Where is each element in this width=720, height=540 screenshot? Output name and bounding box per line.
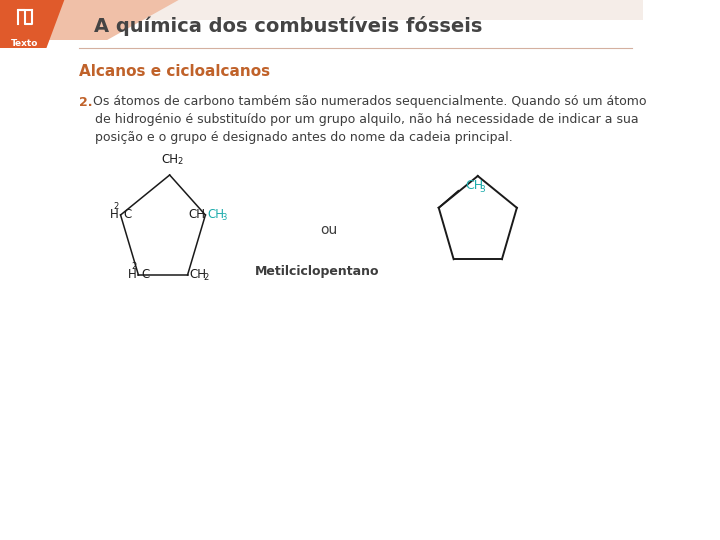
Text: Os átomos de carbono também são numerados sequencialmente. Quando só um átomo: Os átomos de carbono também são numerado… [89, 96, 647, 109]
Text: 2: 2 [178, 157, 183, 166]
Text: CH: CH [161, 153, 178, 166]
Text: 3: 3 [479, 185, 485, 194]
Text: CH: CH [189, 208, 205, 221]
Polygon shape [0, 0, 643, 20]
Polygon shape [0, 0, 64, 48]
Text: de hidrogénio é substituído por um grupo alquilo, não há necessidade de indicar : de hidrogénio é substituído por um grupo… [94, 113, 639, 126]
Text: C: C [141, 268, 149, 281]
Text: ou: ou [320, 223, 337, 237]
Text: Texto: Texto [12, 39, 39, 49]
Text: posição e o grupo é designado antes do nome da cadeia principal.: posição e o grupo é designado antes do n… [94, 132, 513, 145]
Text: CH: CH [207, 208, 224, 221]
Text: A química dos combustíveis fósseis: A química dos combustíveis fósseis [94, 16, 482, 36]
Text: C: C [123, 208, 132, 221]
Text: 2: 2 [114, 202, 119, 211]
Text: 2: 2 [204, 273, 209, 282]
Text: H: H [128, 268, 137, 281]
Text: CH: CH [189, 268, 207, 281]
Text: Metilciclopentano: Metilciclopentano [255, 266, 379, 279]
Polygon shape [0, 0, 179, 40]
Text: CH: CH [466, 179, 484, 192]
Text: 2.: 2. [78, 96, 92, 109]
Text: Alcanos e cicloalcanos: Alcanos e cicloalcanos [78, 64, 270, 79]
Text: 2: 2 [131, 262, 137, 271]
Text: 3: 3 [222, 213, 227, 222]
Text: H: H [110, 208, 119, 221]
